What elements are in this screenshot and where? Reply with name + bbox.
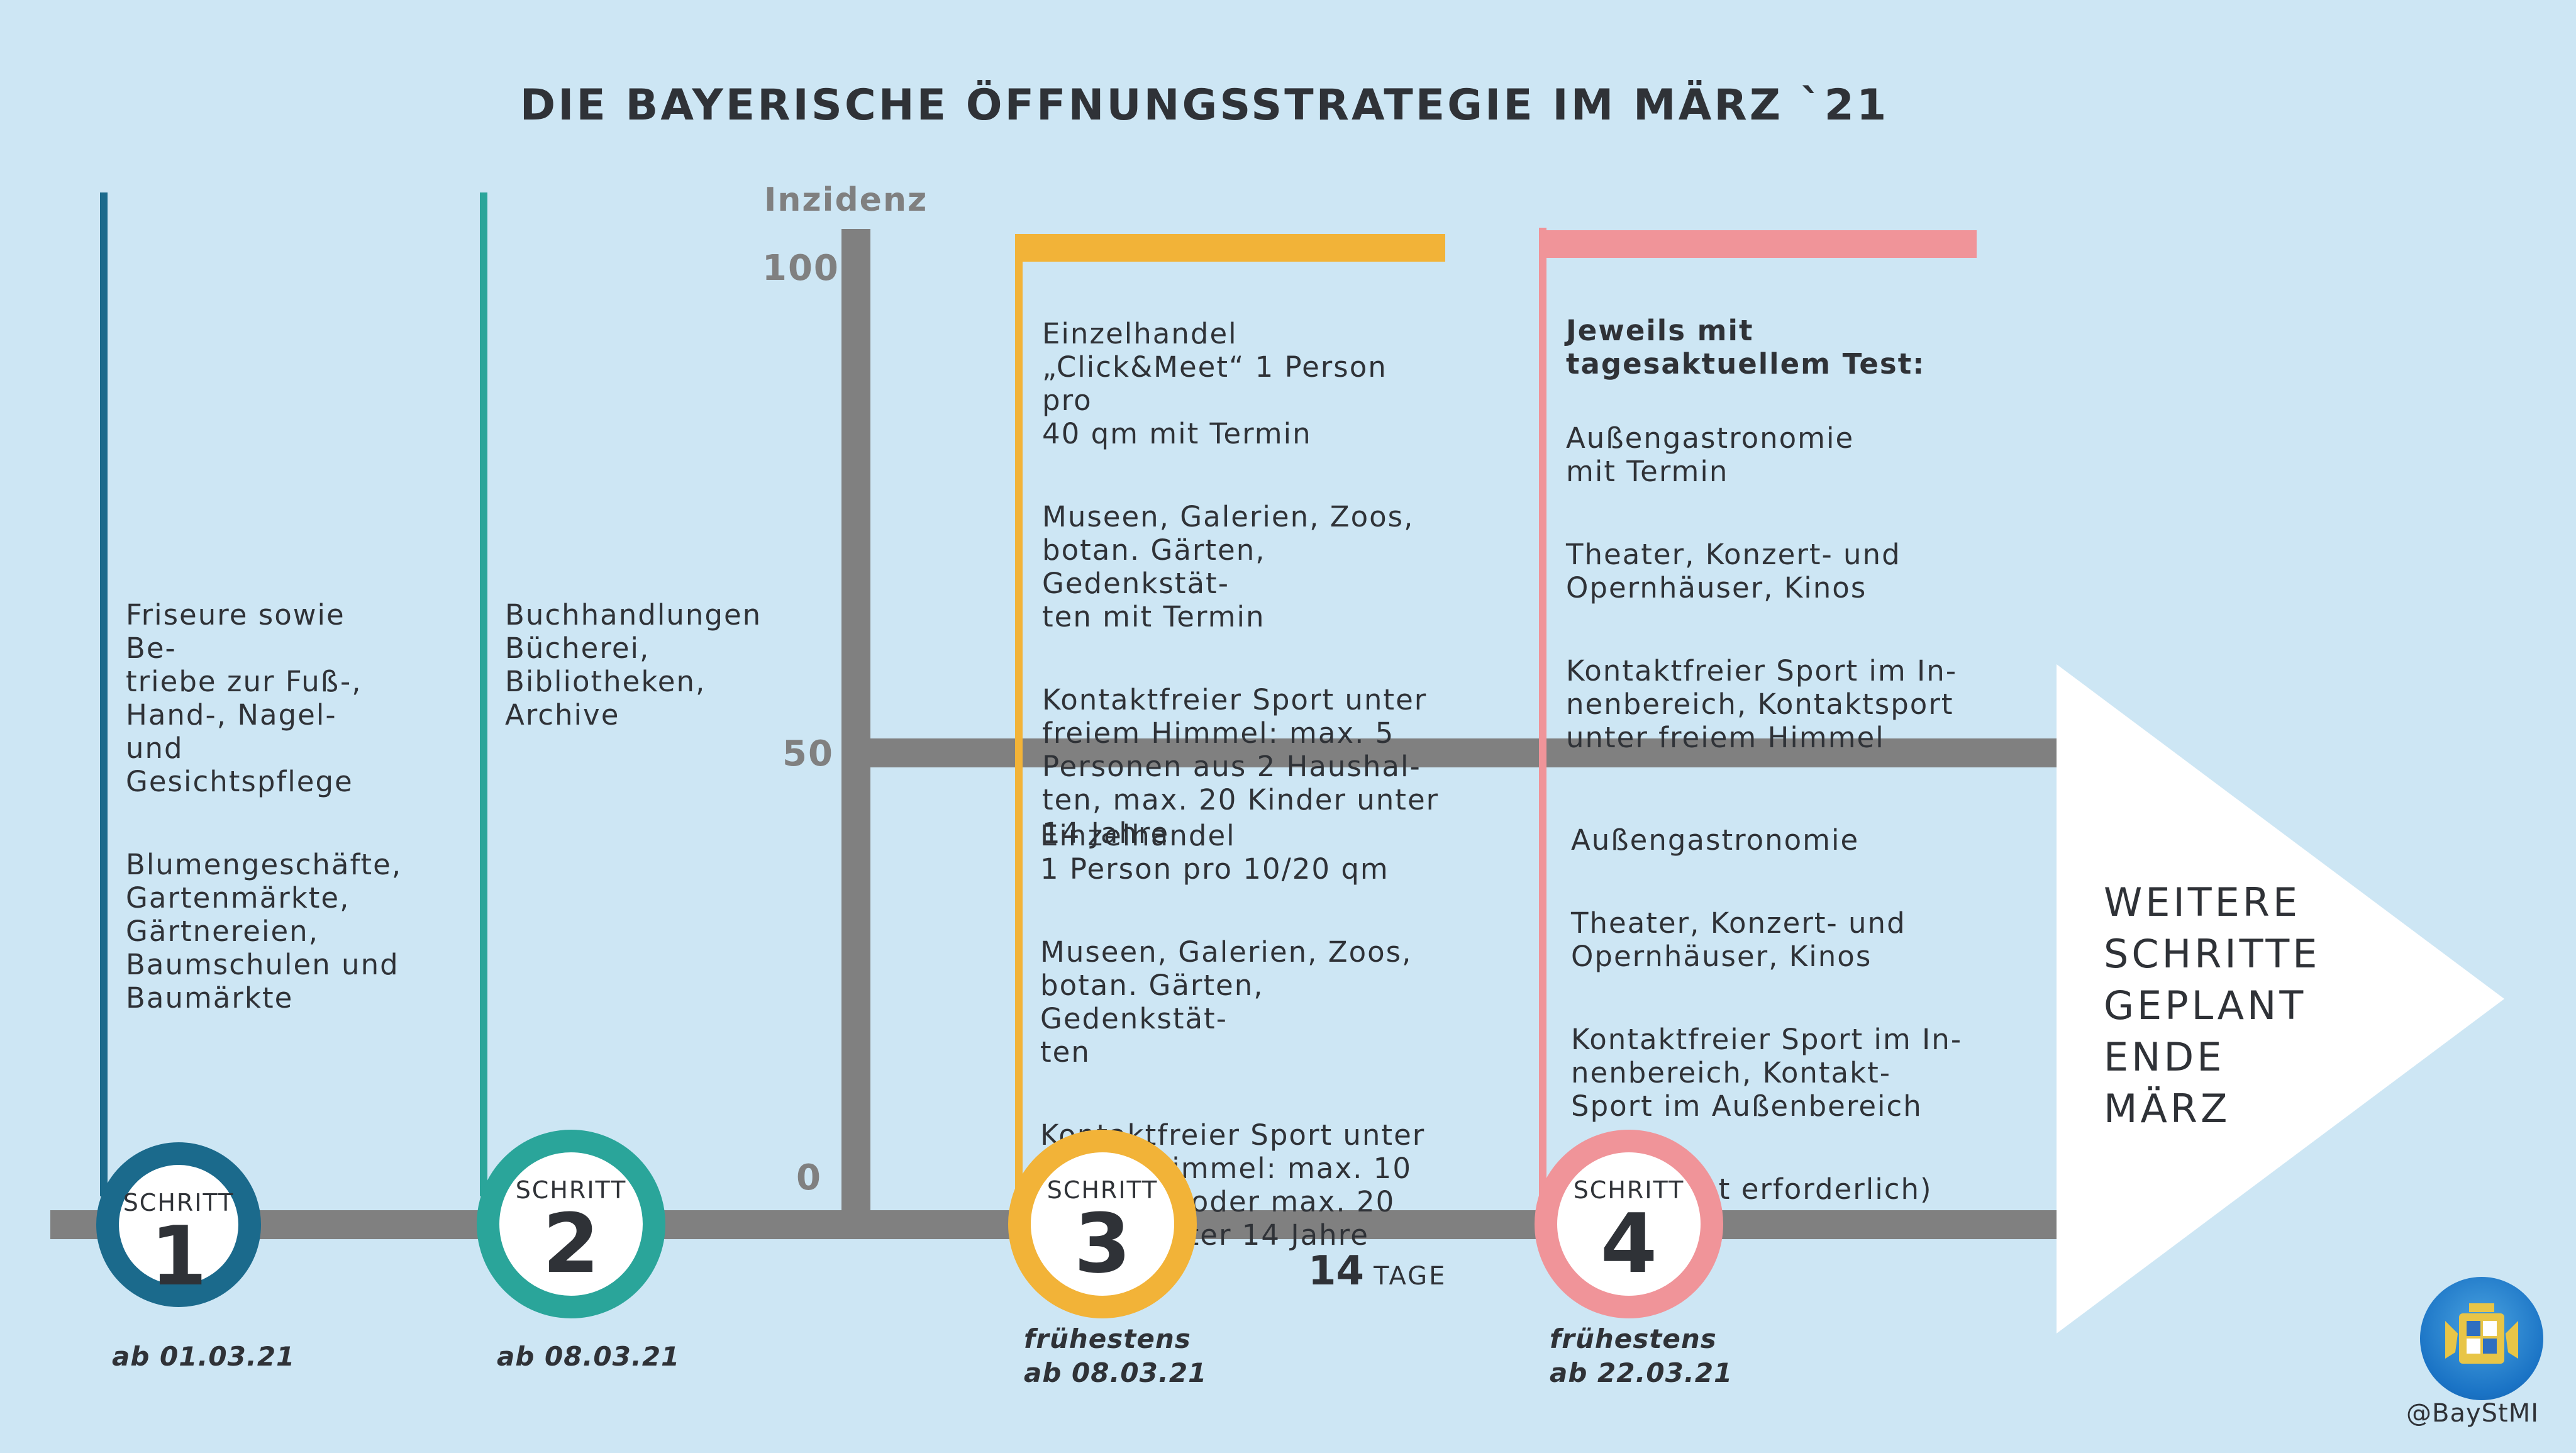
step1-number: 1 bbox=[150, 1208, 208, 1304]
axis-tick-100: 100 bbox=[762, 248, 840, 289]
step4-upper-item: Außengastronomie mit Termin bbox=[1566, 421, 1855, 488]
step3-date: frühestens ab 08.03.21 bbox=[1024, 1322, 1207, 1390]
step4-lower-item: Theater, Konzert- und Opernhäuser, Kinos bbox=[1571, 906, 1906, 973]
interval-number: 14 bbox=[1308, 1248, 1365, 1294]
step4-lower-item: Kontaktfreier Sport im In- nenbereich, K… bbox=[1571, 1023, 1963, 1123]
outlook-text: WEITERE SCHRITTE GEPLANT ENDE MÄRZ bbox=[2104, 879, 2321, 1132]
step3-upper-item: Kontaktfreier Sport unter freiem Himmel:… bbox=[1042, 683, 1440, 850]
step1-item: Blumengeschäfte, Gartenmärkte, Gärtnerei… bbox=[126, 848, 402, 1015]
axis-tick-50: 50 bbox=[782, 733, 834, 774]
step2-date: ab 08.03.21 bbox=[497, 1341, 680, 1372]
step4-date-value: ab 22.03.21 bbox=[1550, 1357, 1733, 1388]
step4-date: frühestens ab 22.03.21 bbox=[1550, 1322, 1733, 1390]
step1-label: SCHRITT bbox=[123, 1189, 235, 1216]
step3-lower-item: Einzelhandel 1 Person pro 10/20 qm bbox=[1040, 819, 1389, 886]
step4-upper-item: Kontaktfreier Sport im In- nenbereich, K… bbox=[1566, 654, 1958, 754]
step4-number: 4 bbox=[1600, 1196, 1658, 1291]
step2-line bbox=[480, 192, 487, 1196]
step3-upper-item: Einzelhandel „Click&Meet“ 1 Person pro 4… bbox=[1042, 317, 1387, 450]
axis-tick-0: 0 bbox=[796, 1157, 822, 1198]
step4-upper-heading: Jeweils mit tagesaktuellem Test: bbox=[1566, 314, 1926, 381]
step4-date-prefix: frühestens bbox=[1550, 1323, 1717, 1354]
step3-upper-item: Museen, Galerien, Zoos, botan. Gärten, G… bbox=[1042, 500, 1414, 633]
step4-upper-item: Theater, Konzert- und Opernhäuser, Kinos bbox=[1566, 538, 1901, 604]
twitter-handle: @BayStMI bbox=[2406, 1399, 2540, 1428]
interval-unit: TAGE bbox=[1374, 1262, 1447, 1291]
page-title: DIE BAYERISCHE ÖFFNUNGSSTRATEGIE IM MÄRZ… bbox=[519, 81, 1889, 130]
bavarian-coat-of-arms-icon bbox=[2420, 1277, 2543, 1400]
step4-circle: SCHRITT 4 bbox=[1535, 1130, 1723, 1318]
step4-flag bbox=[1539, 230, 1977, 258]
step1-items: Friseure sowie Be- triebe zur Fuß-, Hand… bbox=[126, 565, 402, 1064]
step4-items-50-100: Jeweils mit tagesaktuellem Test: Außenga… bbox=[1566, 281, 1968, 804]
step4-label: SCHRITT bbox=[1573, 1176, 1685, 1204]
step1-item: Friseure sowie Be- triebe zur Fuß-, Hand… bbox=[126, 598, 362, 798]
step2-number: 2 bbox=[542, 1196, 600, 1291]
incidence-axis bbox=[841, 229, 870, 1224]
step3-number: 3 bbox=[1074, 1196, 1131, 1291]
step2-circle: SCHRITT 2 bbox=[477, 1130, 665, 1318]
step1-circle: SCHRITT 1 bbox=[96, 1142, 261, 1307]
step2-label: SCHRITT bbox=[515, 1176, 627, 1204]
step3-circle: SCHRITT 3 bbox=[1008, 1130, 1197, 1318]
step3-date-value: ab 08.03.21 bbox=[1024, 1357, 1208, 1388]
step3-items-50-100: Einzelhandel „Click&Meet“ 1 Person pro 4… bbox=[1042, 284, 1445, 899]
interval-label: 14 TAGE bbox=[1308, 1248, 1446, 1294]
step1-line bbox=[100, 192, 108, 1196]
step3-date-prefix: frühestens bbox=[1024, 1323, 1191, 1354]
arrow-shape bbox=[2057, 664, 2504, 1333]
step3-line bbox=[1015, 237, 1023, 1196]
step4-lower-item: Außengastronomie bbox=[1571, 823, 1860, 857]
step4-line bbox=[1539, 228, 1546, 1196]
step2-item: Buchhandlungen Bücherei, Bibliotheken, A… bbox=[505, 598, 762, 732]
step2-items: Buchhandlungen Bücherei, Bibliotheken, A… bbox=[505, 565, 782, 781]
axis-label: Inzidenz bbox=[764, 181, 928, 219]
step1-date: ab 01.03.21 bbox=[112, 1341, 296, 1372]
threshold-50-line bbox=[870, 738, 2059, 767]
step3-lower-item: Museen, Galerien, Zoos, botan. Gärten, G… bbox=[1040, 935, 1413, 1069]
step3-label: SCHRITT bbox=[1046, 1176, 1158, 1204]
step3-flag bbox=[1015, 234, 1445, 262]
